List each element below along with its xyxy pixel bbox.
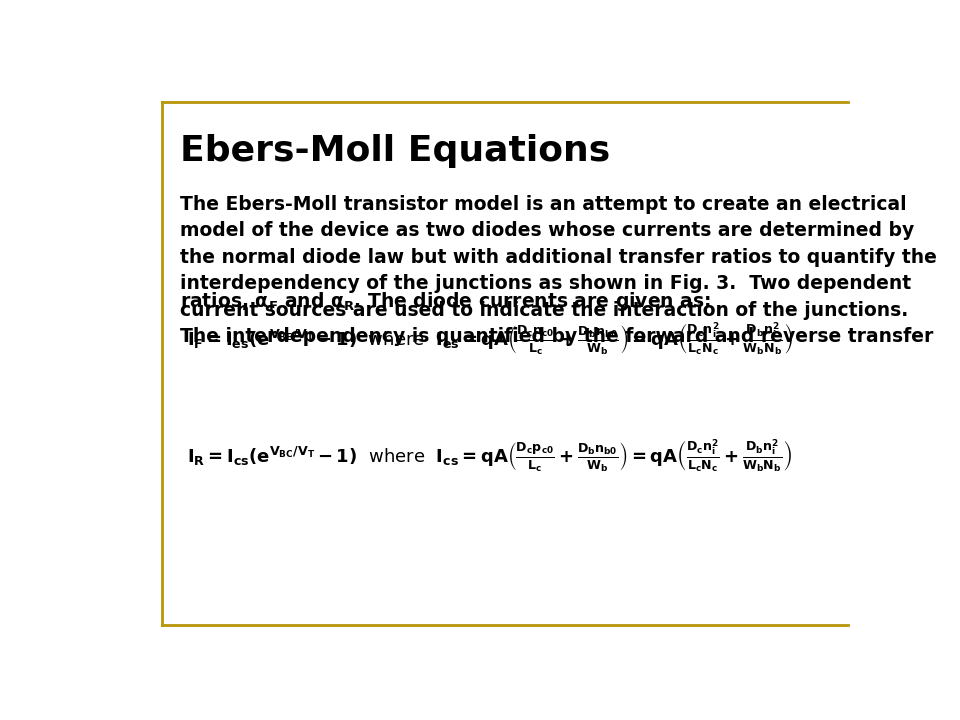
Text: Ebers-Moll Equations: Ebers-Moll Equations: [180, 133, 610, 168]
Text: ratios, $\mathbf{\alpha_F}$ and $\mathbf{\alpha_R}$. The diode currents are give: ratios, $\mathbf{\alpha_F}$ and $\mathbf…: [180, 290, 710, 313]
Text: $\mathbf{I_F = I_{es}(e^{V_{BE}/V_T} - 1)}$$\mathbf{\ \ \mathrm{where}\ \ I_{es}: $\mathbf{I_F = I_{es}(e^{V_{BE}/V_T} - 1…: [187, 320, 793, 357]
Text: The Ebers-Moll transistor model is an attempt to create an electrical
model of t: The Ebers-Moll transistor model is an at…: [180, 194, 936, 346]
Text: $\mathbf{I_R = I_{cs}(e^{V_{BC}/V_T} - 1)}$$\mathbf{\ \ \mathrm{where}\ \ I_{cs}: $\mathbf{I_R = I_{cs}(e^{V_{BC}/V_T} - 1…: [187, 436, 792, 474]
